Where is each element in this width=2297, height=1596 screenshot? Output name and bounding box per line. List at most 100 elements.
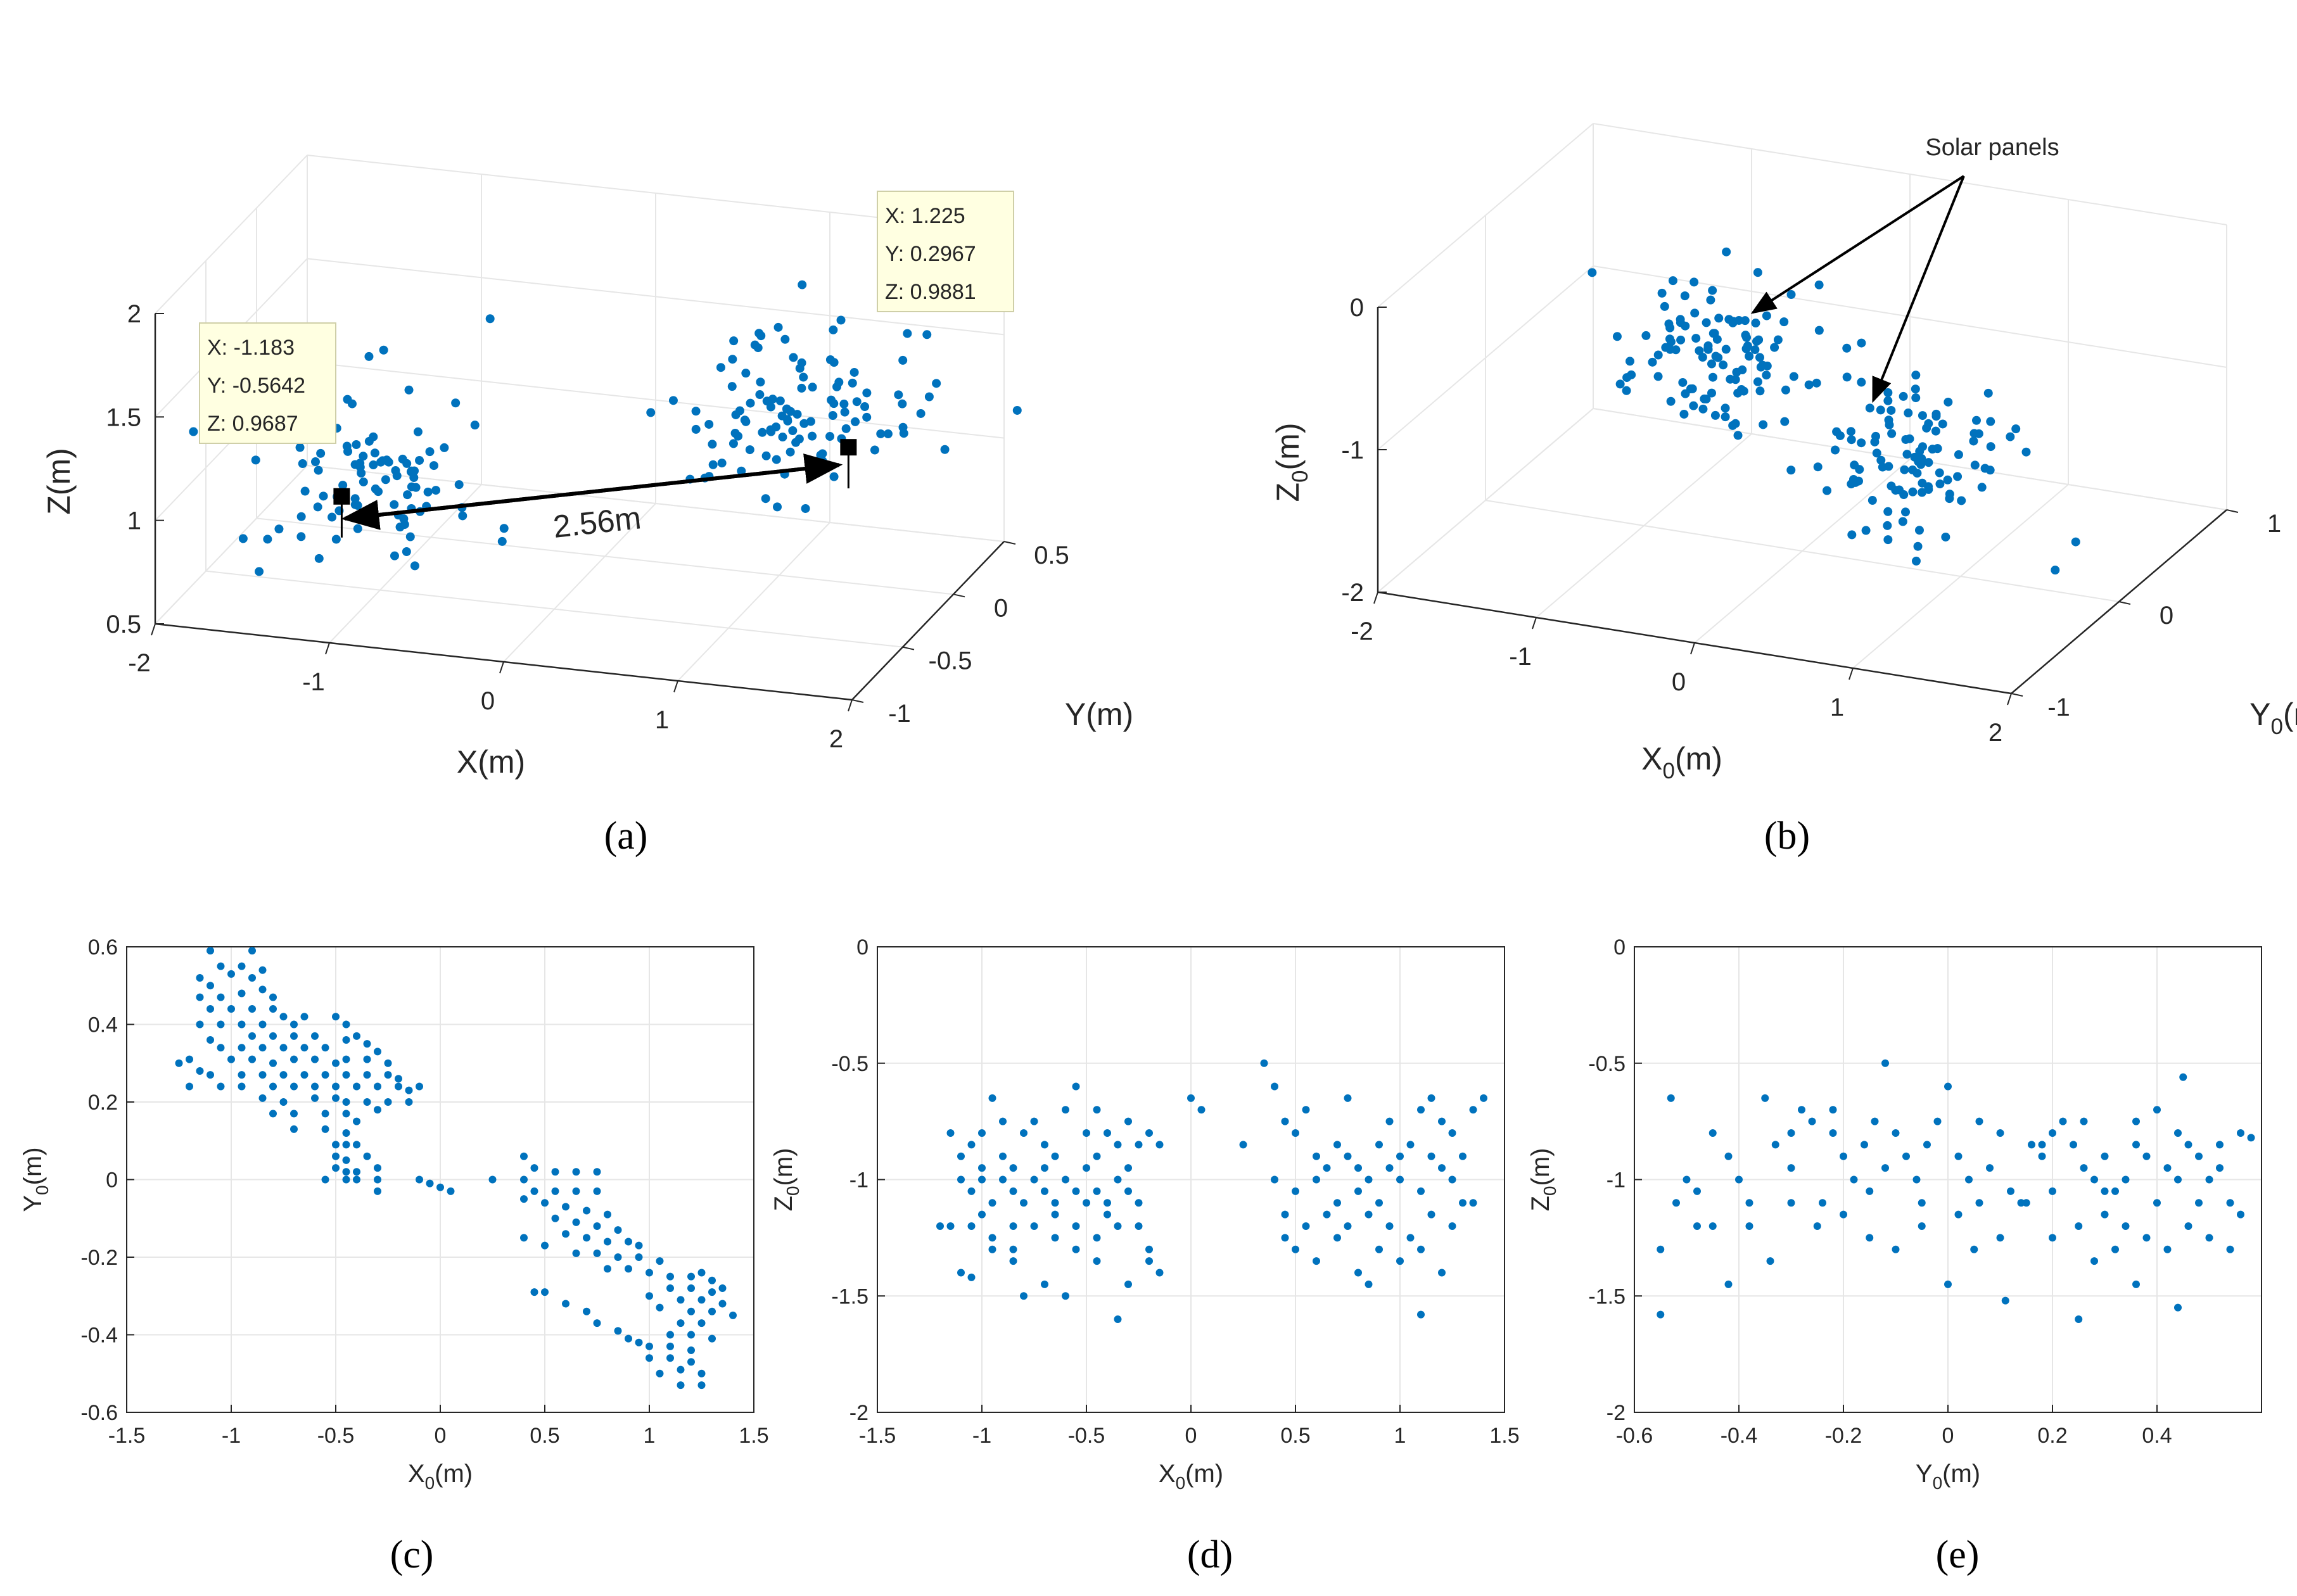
datatip-text: X: -1.183 (207, 336, 295, 360)
data-point (1292, 1129, 1299, 1137)
data-point (604, 1238, 611, 1246)
data-point (1396, 1257, 1404, 1265)
data-point (1840, 1210, 1847, 1219)
data-point (413, 427, 423, 436)
data-point (1690, 308, 1700, 318)
data-point (1755, 353, 1764, 362)
data-point (1780, 417, 1790, 426)
xtick-label: 1 (644, 1424, 656, 1448)
data-point (378, 456, 387, 466)
data-point (1798, 1106, 1805, 1114)
data-point (328, 512, 337, 522)
data-point (1804, 380, 1814, 390)
data-point (827, 395, 836, 405)
data-point (768, 395, 777, 404)
data-point (1813, 462, 1823, 472)
data-point (1819, 1199, 1826, 1207)
ytick-label: -1 (1607, 1168, 1626, 1193)
data-point (359, 477, 368, 486)
data-point (1876, 455, 1886, 465)
data-point (1375, 1199, 1383, 1207)
data-point (2001, 1296, 2009, 1305)
data-point (1313, 1175, 1320, 1184)
data-point (296, 512, 306, 521)
solar-panels-label: Solar panels (1925, 134, 2059, 161)
data-point (2163, 1164, 2172, 1172)
data-point (186, 1055, 193, 1063)
data-point (1983, 388, 1993, 398)
data-point (248, 1055, 256, 1063)
data-point (1459, 1199, 1467, 1207)
data-point (1884, 462, 1893, 471)
ytick-label: -1 (849, 1168, 869, 1193)
data-point (342, 1141, 350, 1149)
data-point (1911, 393, 1921, 403)
data-point (520, 1195, 528, 1203)
xtick-label: 0.2 (2037, 1424, 2067, 1448)
data-point (551, 1168, 559, 1176)
data-point (2111, 1187, 2119, 1195)
data-point (238, 1071, 246, 1079)
data-point (2051, 566, 2060, 575)
data-point (2163, 1245, 2172, 1253)
x-axis-label: Y0(m) (1916, 1460, 1980, 1493)
data-point (1734, 315, 1744, 325)
data-point (319, 491, 328, 501)
data-point (2075, 1222, 2083, 1230)
ytick-label: 0.2 (88, 1091, 118, 1115)
data-point (1865, 403, 1874, 413)
data-point (1714, 314, 1724, 323)
gridline-floor-y (1485, 500, 2120, 602)
data-point (1354, 1164, 1362, 1172)
data-point (248, 1005, 256, 1013)
data-point (978, 1175, 986, 1184)
data-point (1933, 1117, 1942, 1125)
data-point (258, 1094, 267, 1102)
data-point (957, 1152, 965, 1160)
data-point (1302, 1106, 1310, 1114)
data-point (1881, 1164, 1889, 1172)
data-point (704, 419, 714, 429)
data-point (1344, 1152, 1352, 1160)
data-point (876, 429, 886, 438)
data-point (1693, 1187, 1701, 1195)
tick-y (2011, 693, 2023, 697)
data-point (1908, 465, 1918, 474)
data-point (207, 947, 214, 955)
data-point (1333, 1234, 1341, 1242)
data-point (1612, 332, 1622, 341)
data-point (1830, 445, 1840, 455)
data-point (1719, 360, 1728, 370)
data-point (1681, 321, 1690, 331)
data-point (541, 1241, 549, 1250)
xtick-label: -1.5 (108, 1424, 146, 1448)
datatip-box (199, 322, 336, 444)
data-point (530, 1187, 538, 1195)
data-point (761, 451, 771, 460)
ytick-label: 0.5 (1034, 542, 1069, 569)
data-point (258, 966, 267, 974)
ztick-label: 1.5 (106, 403, 141, 431)
data-point (1887, 429, 1897, 438)
data-point (691, 407, 701, 416)
gridline-back-z (1593, 265, 2227, 368)
data-point (311, 1082, 319, 1091)
data-point (400, 520, 409, 529)
data-point (353, 1168, 360, 1176)
data-point (1104, 1129, 1111, 1137)
data-point (1943, 475, 1952, 484)
data-point (1787, 1164, 1795, 1172)
data-point (1706, 295, 1715, 305)
data-point (978, 1129, 986, 1137)
data-point (1753, 377, 1762, 386)
data-point (290, 1032, 298, 1040)
data-point (1714, 353, 1723, 362)
xtick-label: -1.5 (859, 1424, 896, 1448)
data-point (248, 974, 256, 982)
tick-y (851, 699, 864, 703)
data-point (1914, 457, 1923, 466)
data-point (1239, 1141, 1247, 1149)
data-point (839, 399, 849, 408)
data-point (849, 367, 859, 377)
data-point (1779, 317, 1789, 327)
